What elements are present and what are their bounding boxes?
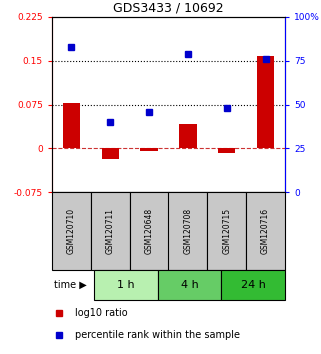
Bar xyxy=(246,192,285,270)
Bar xyxy=(158,270,221,300)
Bar xyxy=(221,270,285,300)
Bar xyxy=(101,148,119,159)
Bar xyxy=(63,103,80,148)
Text: GSM120715: GSM120715 xyxy=(222,208,231,254)
Text: GSM120708: GSM120708 xyxy=(183,208,192,254)
Text: log10 ratio: log10 ratio xyxy=(75,308,128,318)
Text: GSM120648: GSM120648 xyxy=(144,208,153,254)
Text: time ▶: time ▶ xyxy=(54,280,87,290)
Text: 1 h: 1 h xyxy=(117,280,134,290)
Text: 24 h: 24 h xyxy=(241,280,265,290)
Bar xyxy=(257,56,274,148)
Bar xyxy=(207,192,246,270)
Text: percentile rank within the sample: percentile rank within the sample xyxy=(75,330,240,340)
Text: GSM120711: GSM120711 xyxy=(106,208,115,254)
Text: GSM120716: GSM120716 xyxy=(261,208,270,254)
Bar xyxy=(218,148,236,153)
Text: 4 h: 4 h xyxy=(181,280,198,290)
Bar xyxy=(52,192,91,270)
Bar xyxy=(179,124,197,148)
Text: GSM120710: GSM120710 xyxy=(67,208,76,254)
Title: GDS3433 / 10692: GDS3433 / 10692 xyxy=(113,1,224,15)
Bar xyxy=(130,192,169,270)
Bar xyxy=(94,270,158,300)
Bar xyxy=(169,192,207,270)
Bar xyxy=(91,192,130,270)
Bar xyxy=(140,148,158,151)
